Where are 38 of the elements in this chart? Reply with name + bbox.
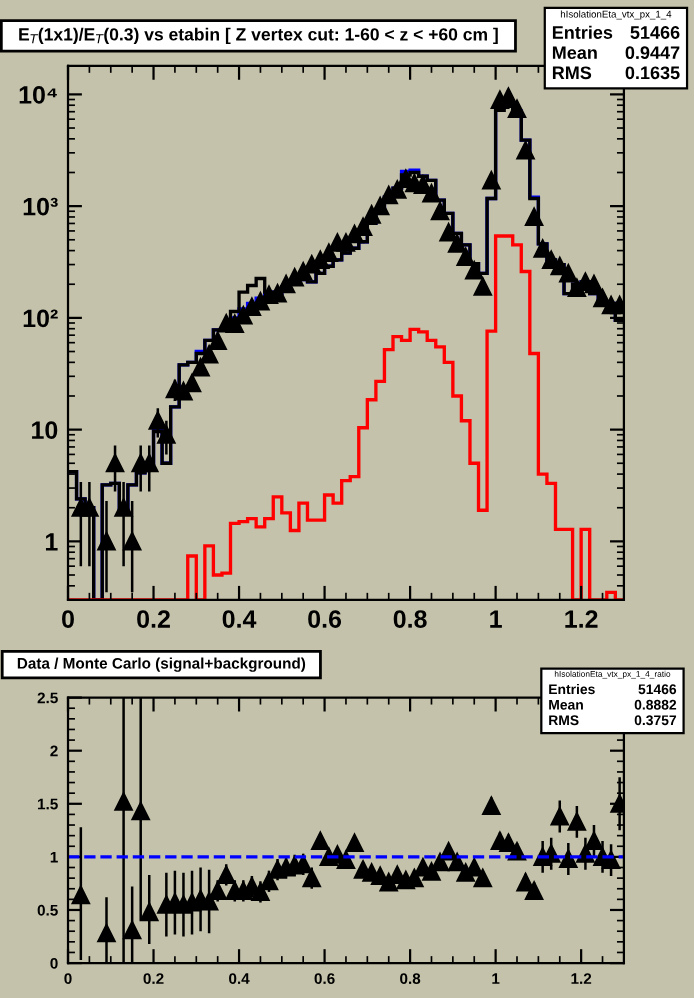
point xyxy=(550,807,569,826)
point xyxy=(217,865,236,884)
text: 51466 xyxy=(630,26,680,39)
x-tick-label: 0.8 xyxy=(393,610,427,628)
point xyxy=(584,831,603,850)
point xyxy=(97,924,116,943)
point xyxy=(482,796,501,815)
y-tick-label: 10³ xyxy=(23,197,58,216)
y-tick-label: 10² xyxy=(23,309,58,328)
x-tick-label: 1.2 xyxy=(565,610,598,628)
text: Mean xyxy=(552,46,597,60)
point xyxy=(200,892,219,911)
x-tick-label: 1 xyxy=(490,610,502,628)
point xyxy=(114,792,133,811)
text: Entries xyxy=(552,25,613,39)
point xyxy=(123,921,142,940)
x-tick-label: 0 xyxy=(62,610,74,628)
point xyxy=(251,882,270,901)
point xyxy=(345,834,364,853)
text: 0.1635 xyxy=(625,66,680,80)
text: 0.9447 xyxy=(625,46,680,60)
chart-title: E$_{T}$(1x1)/E$_{T}$(0.3) vs etabin [ Z vertex cut: 1-60 < z < +60 cm ] xyxy=(19,27,498,45)
x-tick-label: 0.6 xyxy=(308,610,342,628)
annotation: RMS xyxy=(552,66,592,80)
y-tick-label: 10⁴ xyxy=(19,85,57,104)
point xyxy=(131,802,150,821)
y-tick-label: 1 xyxy=(45,533,58,551)
point xyxy=(473,869,492,888)
point xyxy=(567,812,586,831)
point xyxy=(525,881,544,900)
point xyxy=(311,831,330,850)
point xyxy=(559,849,578,869)
point xyxy=(71,886,90,905)
x-tick-label: 0.4 xyxy=(222,610,257,628)
y-tick-label: 10 xyxy=(32,421,58,439)
point xyxy=(140,903,159,922)
x-tick-label: 0.2 xyxy=(137,610,170,628)
point xyxy=(302,869,321,888)
